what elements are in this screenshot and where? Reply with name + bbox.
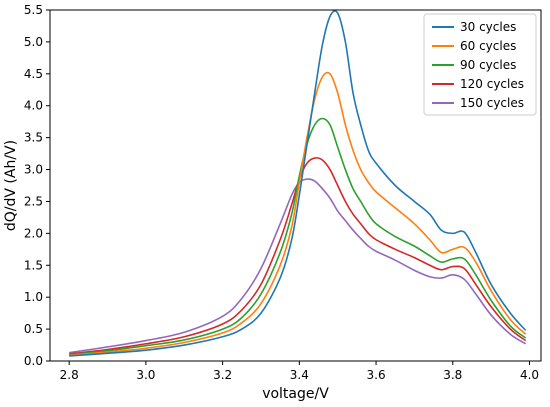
- y-tick-label: 0.0: [24, 354, 43, 368]
- y-tick-label: 2.0: [24, 226, 43, 240]
- x-tick-label: 3.4: [290, 368, 309, 382]
- series-line-150-cycles: [69, 178, 527, 354]
- series-line-60-cycles: [69, 71, 527, 357]
- y-tick-label: 4.0: [24, 99, 43, 113]
- x-tick-label: 3.2: [213, 368, 232, 382]
- y-tick-label: 0.5: [24, 322, 43, 336]
- y-tick-label: 1.5: [24, 258, 43, 272]
- x-tick-label: 3.6: [367, 368, 386, 382]
- legend-box: [423, 13, 537, 116]
- y-tick-label: 4.5: [24, 67, 43, 81]
- y-tick-label: 3.0: [24, 163, 43, 177]
- legend-label: 30 cycles: [460, 20, 516, 34]
- y-tick-label: 5.0: [24, 35, 43, 49]
- series-line-120-cycles: [69, 157, 527, 355]
- plot-frame: [49, 9, 542, 362]
- series-line-90-cycles: [69, 117, 527, 356]
- x-axis-label: voltage/V: [262, 386, 329, 402]
- x-tick-label: 3.8: [443, 368, 462, 382]
- legend-label: 120 cycles: [460, 77, 524, 91]
- x-tick-label: 3.0: [136, 368, 155, 382]
- y-axis-label: dQ/dV (Ah/V): [3, 140, 19, 231]
- y-tick-label: 3.5: [24, 131, 43, 145]
- legend-label: 90 cycles: [460, 58, 516, 72]
- series-line-30-cycles: [69, 10, 527, 357]
- x-tick-label: 2.8: [60, 368, 79, 382]
- y-tick-label: 1.0: [24, 290, 43, 304]
- series-layer: [69, 10, 527, 357]
- legend-label: 60 cycles: [460, 39, 516, 53]
- y-tick-label: 2.5: [24, 194, 43, 208]
- y-axis-ticks: 0.0 0.5 1.0 1.5 2.0 2.5 3.0 3.5 4.0 4.5 5.0 5.5: [24, 3, 50, 368]
- legend-label: 150 cycles: [460, 96, 524, 110]
- y-tick-label: 5.5: [24, 3, 43, 17]
- x-tick-label: 4.0: [520, 368, 539, 382]
- legend: 30 cycles 60 cycles 90 cycles 120 cycles 150…: [423, 13, 537, 116]
- x-axis-ticks: 2.8 3.0 3.2 3.4 3.6 3.8 4.0: [60, 361, 539, 382]
